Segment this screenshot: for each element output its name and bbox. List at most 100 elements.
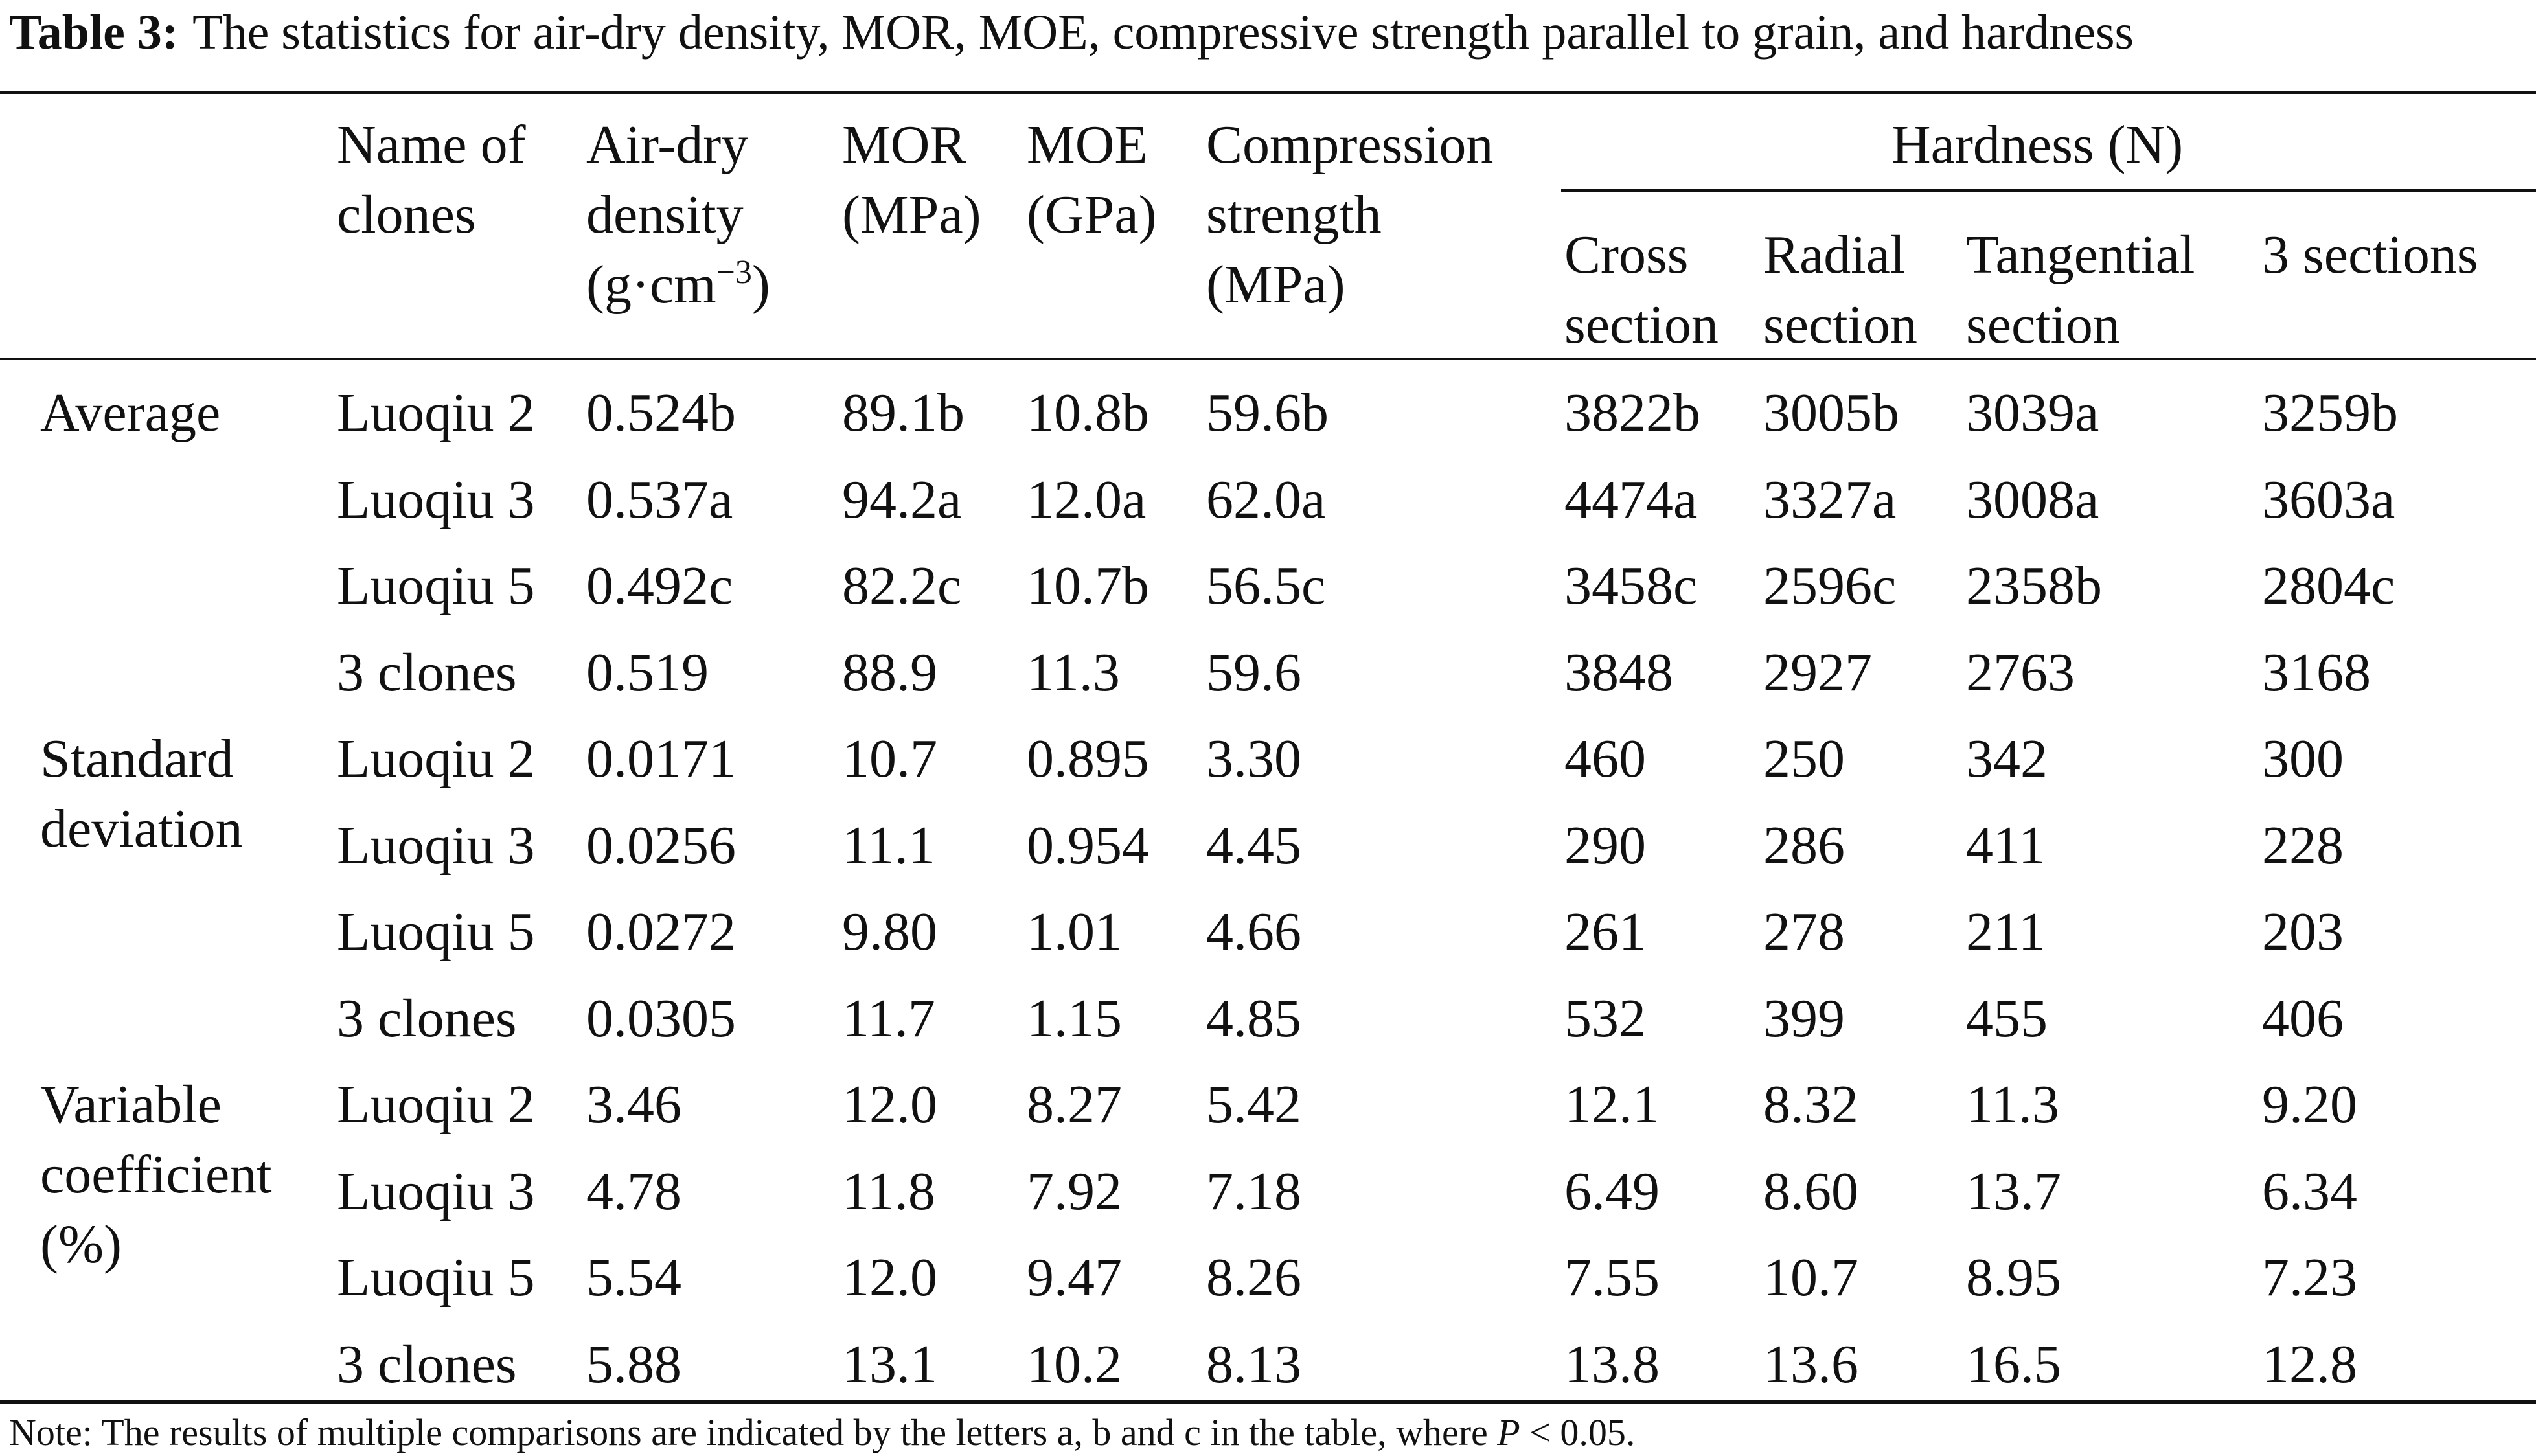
cell-density: 0.537a	[586, 470, 733, 530]
cell-compression: 5.42	[1206, 1075, 1301, 1135]
cell-3-sections: 3168	[2262, 643, 2371, 703]
cell-compression: 8.26	[1206, 1247, 1301, 1308]
cell-radial-section: 278	[1763, 902, 1845, 962]
cell-density: 5.54	[586, 1247, 681, 1308]
cell-clone: Luoqiu 5	[337, 1247, 535, 1308]
group-standard-deviation: Standard deviation	[40, 729, 243, 859]
cell-compression: 3.30	[1206, 729, 1301, 789]
cell-moe: 12.0a	[1027, 470, 1147, 530]
cell-mor: 89.1b	[842, 383, 965, 443]
cell-mor: 94.2a	[842, 470, 962, 530]
cell-mor: 82.2c	[842, 556, 962, 616]
cell-clone: Luoqiu 3	[337, 470, 535, 530]
cell-cross-section: 4474a	[1564, 470, 1698, 530]
cell-compression: 4.66	[1206, 902, 1301, 962]
cell-density: 0.0272	[586, 902, 736, 962]
cell-mor: 12.0	[842, 1075, 937, 1135]
header-cross: Cross section	[1564, 225, 1719, 355]
cell-tangential-section: 3039a	[1966, 383, 2099, 443]
cell-clone: Luoqiu 2	[337, 383, 535, 443]
cell-density: 0.0305	[586, 988, 736, 1049]
cell-3-sections: 3259b	[2262, 383, 2398, 443]
cell-tangential-section: 3008a	[1966, 470, 2099, 530]
cell-compression: 4.85	[1206, 988, 1301, 1049]
cell-mor: 13.1	[842, 1334, 937, 1394]
cell-density: 0.524b	[586, 383, 736, 443]
cell-radial-section: 8.32	[1763, 1075, 1858, 1135]
cell-tangential-section: 411	[1966, 815, 2046, 876]
cell-radial-section: 8.60	[1763, 1161, 1858, 1222]
header-radial: Radial section	[1763, 225, 1917, 355]
cell-radial-section: 399	[1763, 988, 1845, 1049]
cell-3-sections: 228	[2262, 815, 2344, 876]
cell-3-sections: 203	[2262, 902, 2344, 962]
cell-moe: 7.92	[1027, 1161, 1122, 1222]
cell-clone: Luoqiu 3	[337, 1161, 535, 1222]
cell-moe: 8.27	[1027, 1075, 1122, 1135]
cell-tangential-section: 2358b	[1966, 556, 2102, 616]
cell-3-sections: 6.34	[2262, 1161, 2357, 1222]
cell-moe: 0.954	[1027, 815, 1149, 876]
bottom-rule	[0, 1400, 2536, 1404]
cell-3-sections: 300	[2262, 729, 2344, 789]
cell-cross-section: 3848	[1564, 643, 1673, 703]
cell-compression: 7.18	[1206, 1161, 1301, 1222]
cell-radial-section: 250	[1763, 729, 1845, 789]
cell-radial-section: 2927	[1763, 643, 1872, 703]
table-caption-label: Table 3:	[9, 5, 179, 60]
cell-clone: Luoqiu 2	[337, 729, 535, 789]
cell-cross-section: 3458c	[1564, 556, 1698, 616]
cell-3-sections: 12.8	[2262, 1334, 2357, 1394]
header-compression: Compression strength (MPa)	[1206, 115, 1494, 315]
cell-cross-section: 290	[1564, 815, 1646, 876]
cell-clone: Luoqiu 2	[337, 1075, 535, 1135]
hardness-rule	[1561, 189, 2536, 192]
cell-tangential-section: 211	[1966, 902, 2046, 962]
cell-tangential-section: 2763	[1966, 643, 2075, 703]
cell-cross-section: 7.55	[1564, 1247, 1660, 1308]
cell-3-sections: 406	[2262, 988, 2344, 1049]
cell-radial-section: 3005b	[1763, 383, 1899, 443]
cell-moe: 10.8b	[1027, 383, 1149, 443]
header-moe: MOE (GPa)	[1027, 115, 1157, 245]
cell-compression: 8.13	[1206, 1334, 1301, 1394]
header-hardness: Hardness (N)	[1891, 115, 2184, 175]
cell-moe: 11.3	[1027, 643, 1120, 703]
cell-moe: 10.2	[1027, 1334, 1122, 1394]
cell-clone: Luoqiu 5	[337, 902, 535, 962]
cell-density: 0.519	[586, 643, 709, 703]
cell-3-sections: 2804c	[2262, 556, 2395, 616]
cell-density: 0.0171	[586, 729, 736, 789]
cell-mor: 11.1	[842, 815, 935, 876]
cell-3-sections: 9.20	[2262, 1075, 2357, 1135]
table-caption-text: The statistics for air-dry density, MOR,…	[192, 5, 2134, 60]
cell-cross-section: 460	[1564, 729, 1646, 789]
cell-moe: 1.15	[1027, 988, 1122, 1049]
cell-compression: 59.6b	[1206, 383, 1329, 443]
cell-radial-section: 13.6	[1763, 1334, 1858, 1394]
cell-density: 0.492c	[586, 556, 733, 616]
cell-mor: 11.8	[842, 1161, 935, 1222]
cell-density: 3.46	[586, 1075, 681, 1135]
cell-clone: 3 clones	[337, 643, 517, 703]
cell-radial-section: 2596c	[1763, 556, 1897, 616]
cell-radial-section: 286	[1763, 815, 1845, 876]
cell-3-sections: 3603a	[2262, 470, 2395, 530]
cell-tangential-section: 455	[1966, 988, 2048, 1049]
cell-radial-section: 3327a	[1763, 470, 1897, 530]
cell-mor: 88.9	[842, 643, 937, 703]
cell-compression: 62.0a	[1206, 470, 1326, 530]
cell-clone: 3 clones	[337, 988, 517, 1049]
cell-compression: 56.5c	[1206, 556, 1326, 616]
cell-clone: Luoqiu 3	[337, 815, 535, 876]
group-average: Average	[40, 383, 221, 443]
cell-tangential-section: 11.3	[1966, 1075, 2059, 1135]
header-rule	[0, 358, 2536, 360]
header-mor: MOR (MPa)	[842, 115, 981, 245]
cell-clone: Luoqiu 5	[337, 556, 535, 616]
cell-cross-section: 3822b	[1564, 383, 1700, 443]
cell-cross-section: 13.8	[1564, 1334, 1660, 1394]
cell-compression: 59.6	[1206, 643, 1301, 703]
header-tangential: Tangential section	[1966, 225, 2195, 355]
group-variable-coefficient: Variable coefficient (%)	[40, 1075, 272, 1275]
